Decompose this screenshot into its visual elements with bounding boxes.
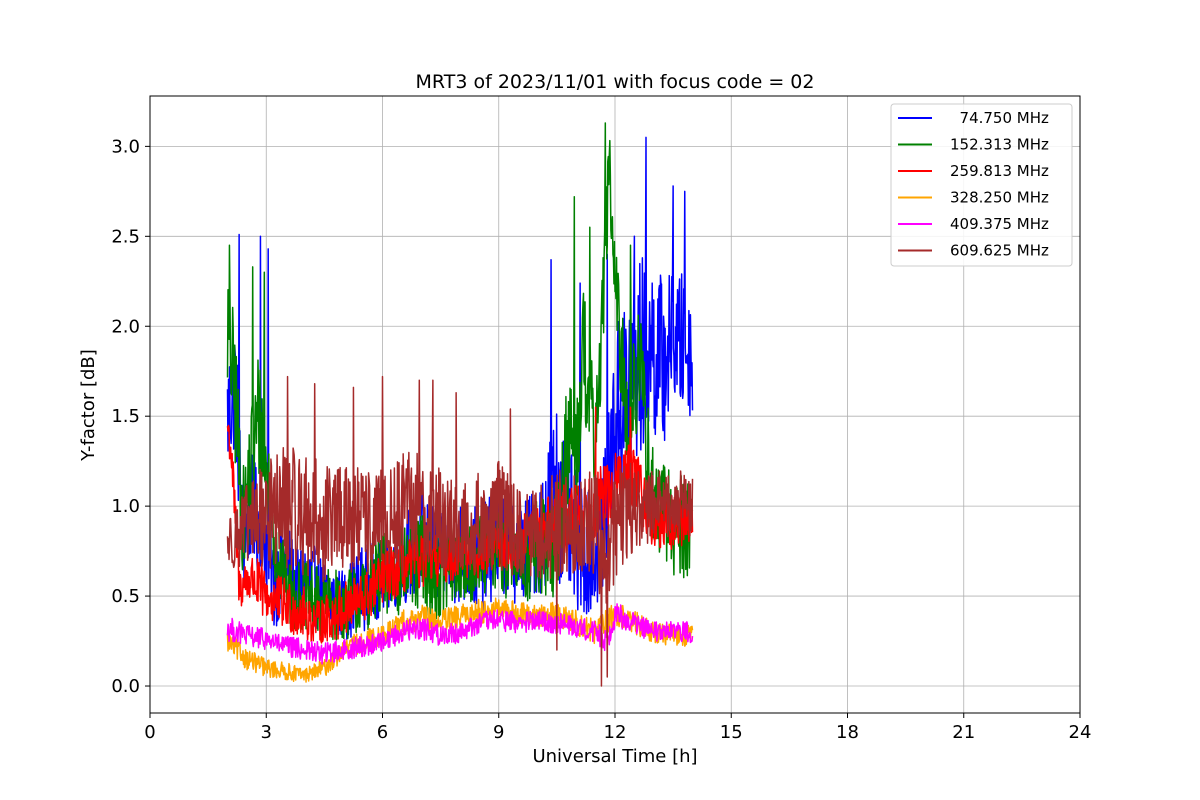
x-axis-label: Universal Time [h] (532, 746, 697, 767)
x-tick-label: 21 (952, 722, 975, 743)
legend-label: 409.375 MHz (950, 215, 1049, 233)
x-axis: 0 3 6 9 12 15 18 21 24 (144, 713, 1091, 743)
y-tick-label: 2.0 (111, 316, 140, 337)
x-tick-label: 15 (720, 722, 743, 743)
y-tick-label: 2.5 (111, 226, 140, 247)
y-axis: 0.0 0.5 1.0 1.5 2.0 2.5 3.0 (111, 136, 150, 697)
y-tick-label: 3.0 (111, 136, 140, 157)
series-line (226, 603, 694, 665)
y-tick-label: 0.5 (111, 586, 140, 607)
y-axis-label: Y-factor [dB] (78, 349, 99, 462)
legend-label: 74.750 MHz (950, 109, 1049, 127)
plot-area (226, 122, 694, 687)
series-line (226, 375, 694, 687)
legend-box (890, 103, 1073, 267)
x-tick-label: 0 (144, 722, 155, 743)
y-tick-label: 1.0 (111, 496, 140, 517)
legend-label: 328.250 MHz (950, 189, 1049, 207)
series-line (226, 122, 694, 641)
y-tick-label: 1.5 (111, 406, 140, 427)
x-tick-label: 6 (377, 722, 388, 743)
x-tick-label: 9 (493, 722, 504, 743)
x-tick-label: 12 (604, 722, 627, 743)
legend-label: 259.813 MHz (950, 162, 1049, 180)
legend-label: 152.313 MHz (950, 136, 1049, 154)
x-tick-label: 18 (836, 722, 859, 743)
x-tick-label: 24 (1069, 722, 1092, 743)
legend: 74.750 MHz 152.313 MHz 259.813 MHz 328.250 … (890, 103, 1073, 267)
y-tick-label: 0.0 (111, 676, 140, 697)
legend-label: 609.625 MHz (950, 242, 1049, 260)
chart-title: MRT3 of 2023/11/01 with focus code = 02 (416, 71, 815, 93)
x-tick-label: 3 (261, 722, 272, 743)
